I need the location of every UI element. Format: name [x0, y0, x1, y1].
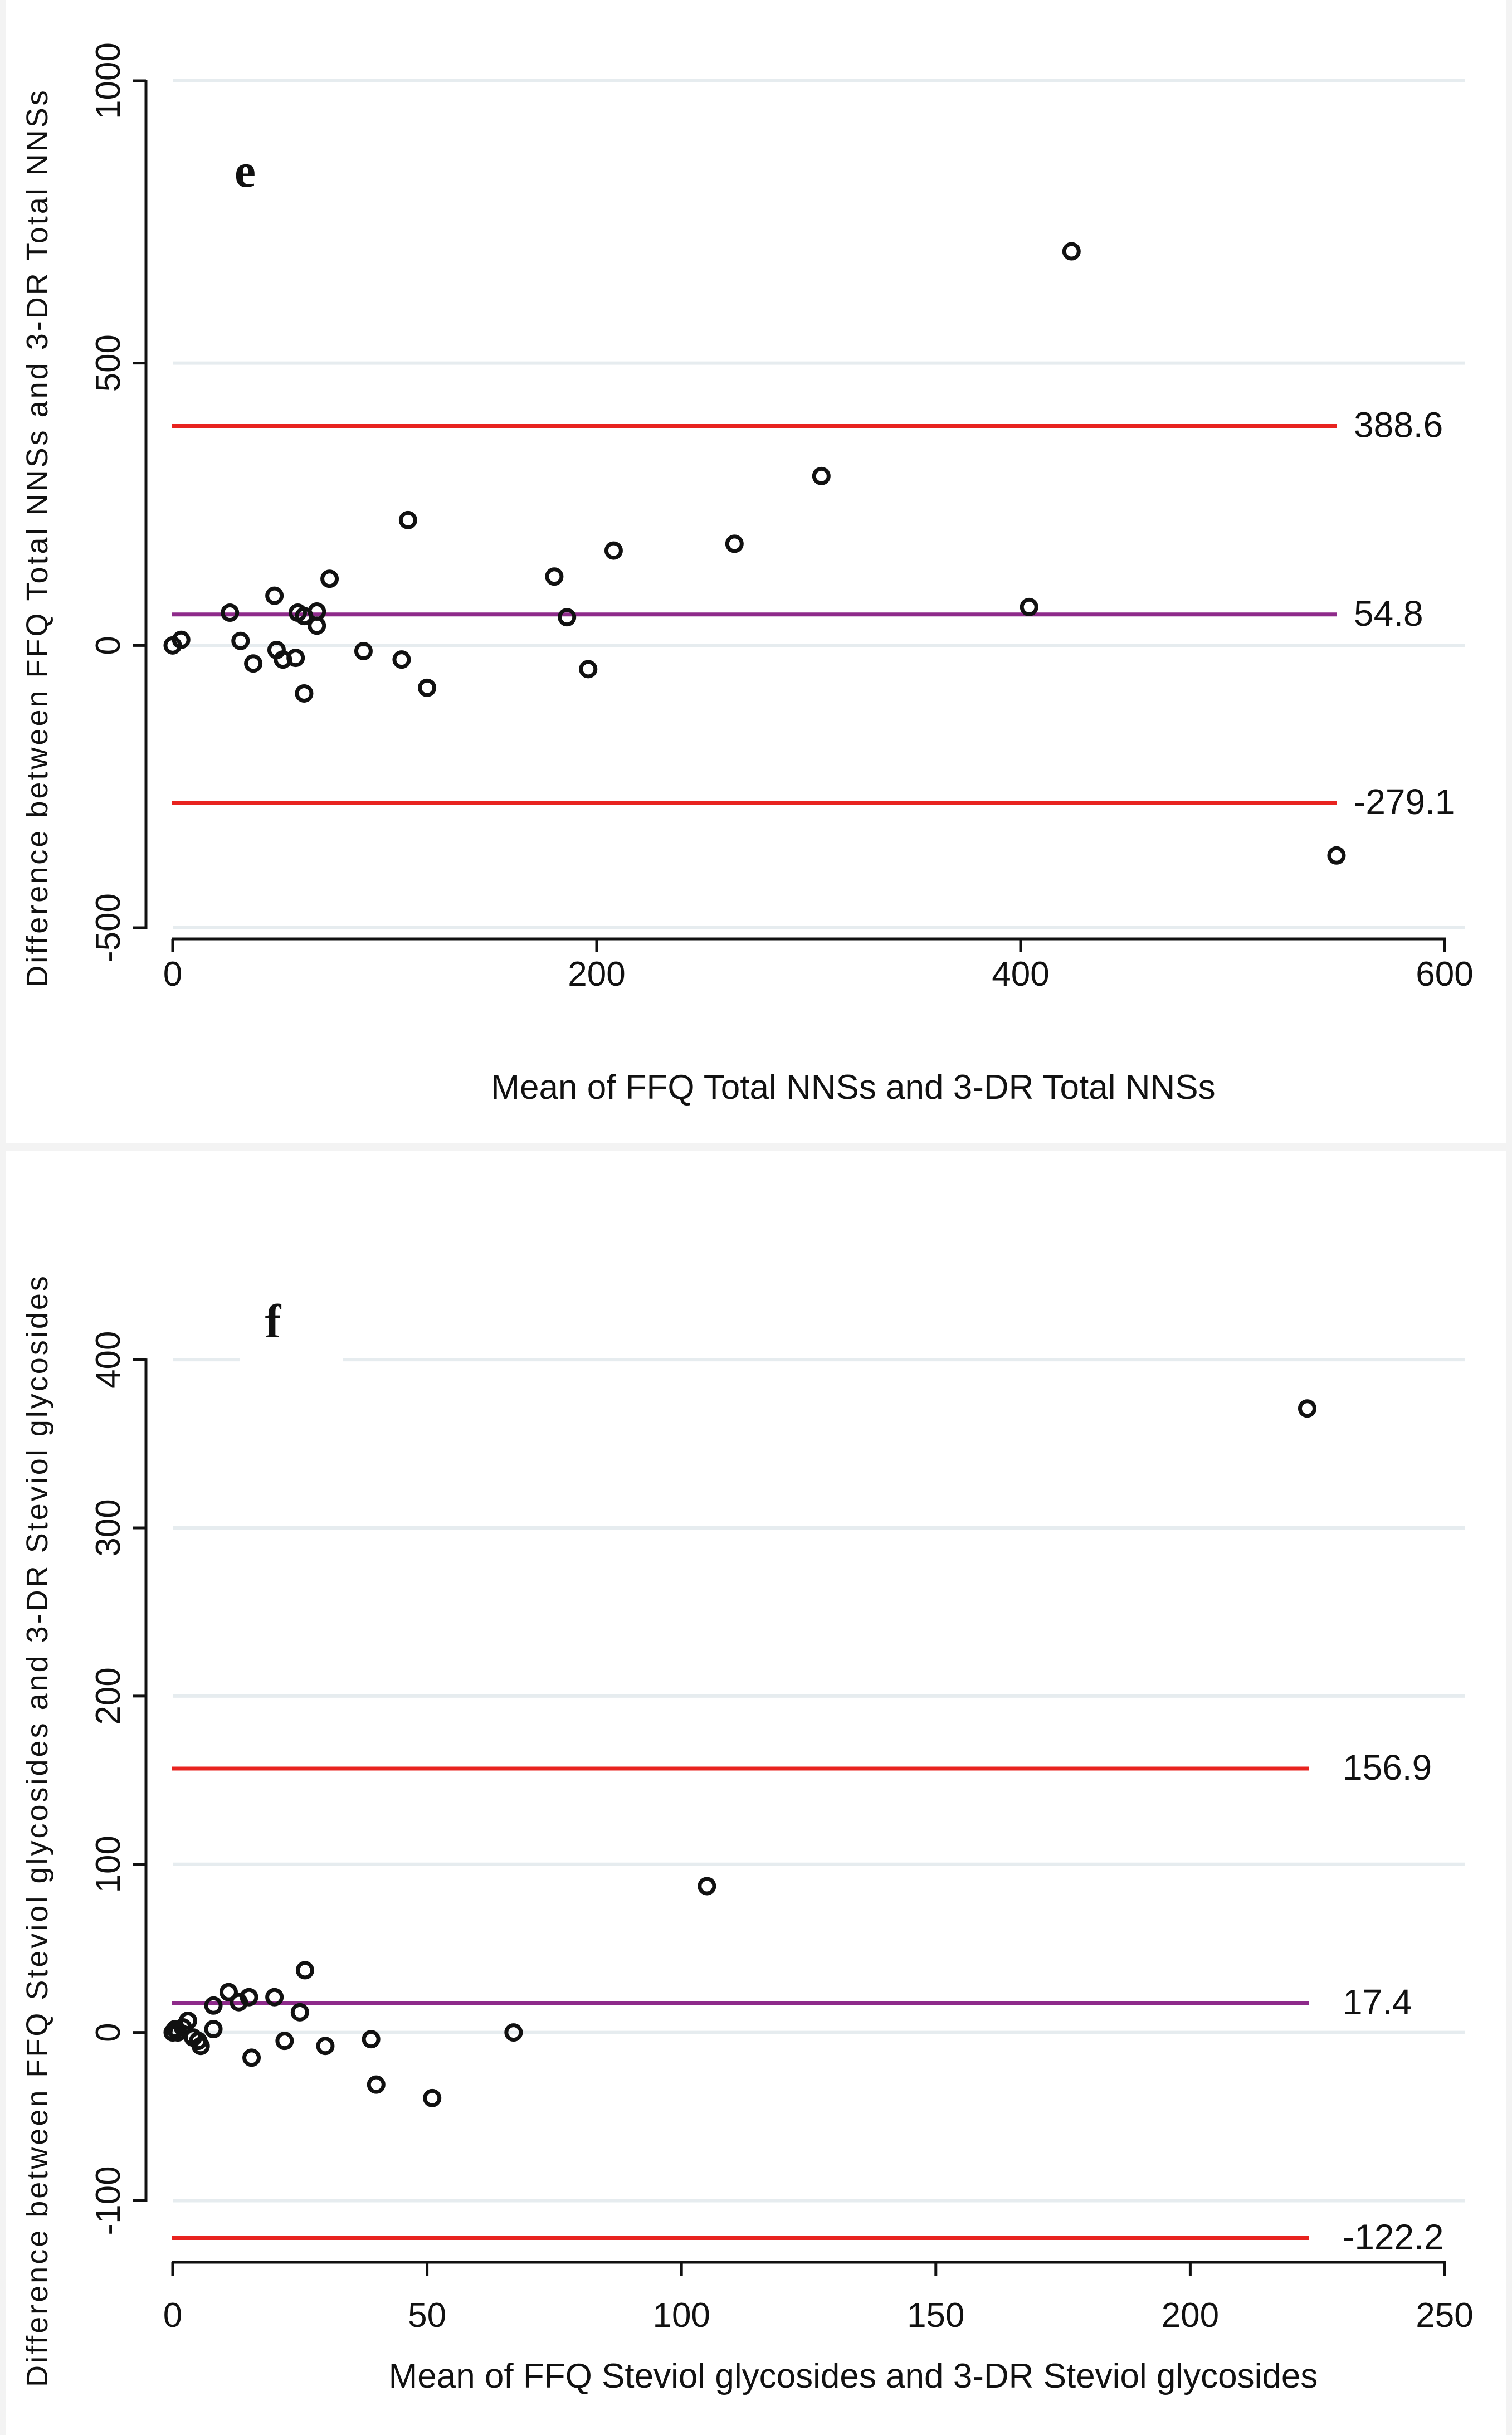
x-tick-label: 100	[652, 2296, 710, 2335]
x-tick-label: 200	[568, 955, 625, 994]
y-axis-title: Difference between FFQ Steviol glycoside…	[21, 1274, 54, 2387]
x-axis-title: Mean of FFQ Total NNSs and 3-DR Total NN…	[491, 1068, 1215, 1107]
figure-right-margin	[1506, 0, 1512, 2435]
x-tick-label: 150	[907, 2296, 964, 2335]
data-point	[504, 2023, 523, 2042]
data-point	[316, 2037, 335, 2056]
data-point	[398, 510, 417, 529]
data-point	[418, 678, 437, 697]
data-point	[242, 2048, 261, 2067]
data-point	[290, 2003, 309, 2022]
y-tick-label: 400	[89, 1331, 128, 1388]
y-axis-title: Difference between FFQ Total NNSs and 3-…	[21, 88, 54, 987]
panel-e: -500 0 500 1000 0 200 400 600 Mean of FFQ Total …	[21, 42, 1474, 1107]
y-tick-label: 500	[89, 334, 128, 392]
x-tick-label: 0	[163, 2296, 182, 2335]
data-point	[308, 602, 326, 621]
data-point	[1020, 597, 1038, 616]
mean-difference-label: 54.8	[1354, 593, 1423, 634]
y-tick-label: -500	[89, 893, 128, 962]
data-point	[579, 660, 598, 679]
panel-letter: f	[265, 1294, 282, 1348]
data-point	[244, 654, 263, 673]
data-point	[423, 2088, 442, 2107]
figure-left-margin	[0, 0, 6, 2435]
data-point	[367, 2075, 386, 2094]
panel-f: -100 0 100 200 300 400 0 50 100 150 200 250 Mean of …	[21, 1274, 1474, 2395]
lower-limit-label: -122.2	[1343, 2217, 1443, 2257]
mean-difference-label: 17.4	[1343, 1982, 1412, 2022]
y-tick-label: 100	[89, 1835, 128, 1893]
data-point	[558, 608, 577, 627]
data-point	[604, 541, 623, 560]
x-tick-label: 200	[1162, 2296, 1219, 2335]
data-point	[204, 2020, 223, 2039]
data-point	[286, 649, 305, 668]
y-tick-label: 0	[89, 2023, 128, 2042]
y-tick-label: 200	[89, 1667, 128, 1725]
data-point	[295, 1961, 314, 1980]
x-tick-label: 0	[163, 955, 182, 994]
data-point	[265, 1988, 284, 2007]
data-point	[219, 1983, 238, 2001]
data-point	[191, 2037, 210, 2056]
data-point	[178, 2011, 197, 2030]
data-point	[1327, 846, 1346, 865]
data-point	[275, 2032, 294, 2051]
y-tick-label: 300	[89, 1499, 128, 1556]
data-point	[725, 534, 744, 553]
data-point	[240, 1988, 258, 2007]
upper-limit-label: 388.6	[1354, 405, 1443, 445]
x-axis-title: Mean of FFQ Steviol glycosides and 3-DR …	[389, 2357, 1318, 2395]
data-point	[172, 630, 191, 649]
panel-separator	[0, 1143, 1512, 1151]
data-point	[812, 466, 831, 485]
data-point	[545, 567, 564, 586]
data-point	[392, 650, 411, 669]
x-tick-label: 600	[1416, 955, 1473, 994]
data-point	[221, 603, 240, 622]
data-point	[1298, 1399, 1316, 1418]
data-point	[231, 631, 250, 650]
upper-limit-label: 156.9	[1343, 1747, 1432, 1788]
x-tick-label: 400	[992, 955, 1049, 994]
data-point	[320, 569, 339, 588]
data-point	[265, 586, 284, 605]
lower-limit-label: -279.1	[1354, 782, 1455, 822]
y-tick-label: -100	[89, 2166, 128, 2235]
x-tick-label: 50	[408, 2296, 446, 2335]
data-point	[698, 1877, 716, 1896]
x-tick-label: 250	[1416, 2296, 1473, 2335]
data-point	[204, 1996, 223, 2015]
y-tick-label: 0	[89, 636, 128, 655]
data-point	[362, 2030, 381, 2049]
data-point	[295, 684, 314, 703]
data-point	[1062, 242, 1081, 261]
panel-letter: e	[235, 144, 256, 197]
y-tick-label: 1000	[89, 42, 128, 119]
data-point	[354, 641, 373, 660]
